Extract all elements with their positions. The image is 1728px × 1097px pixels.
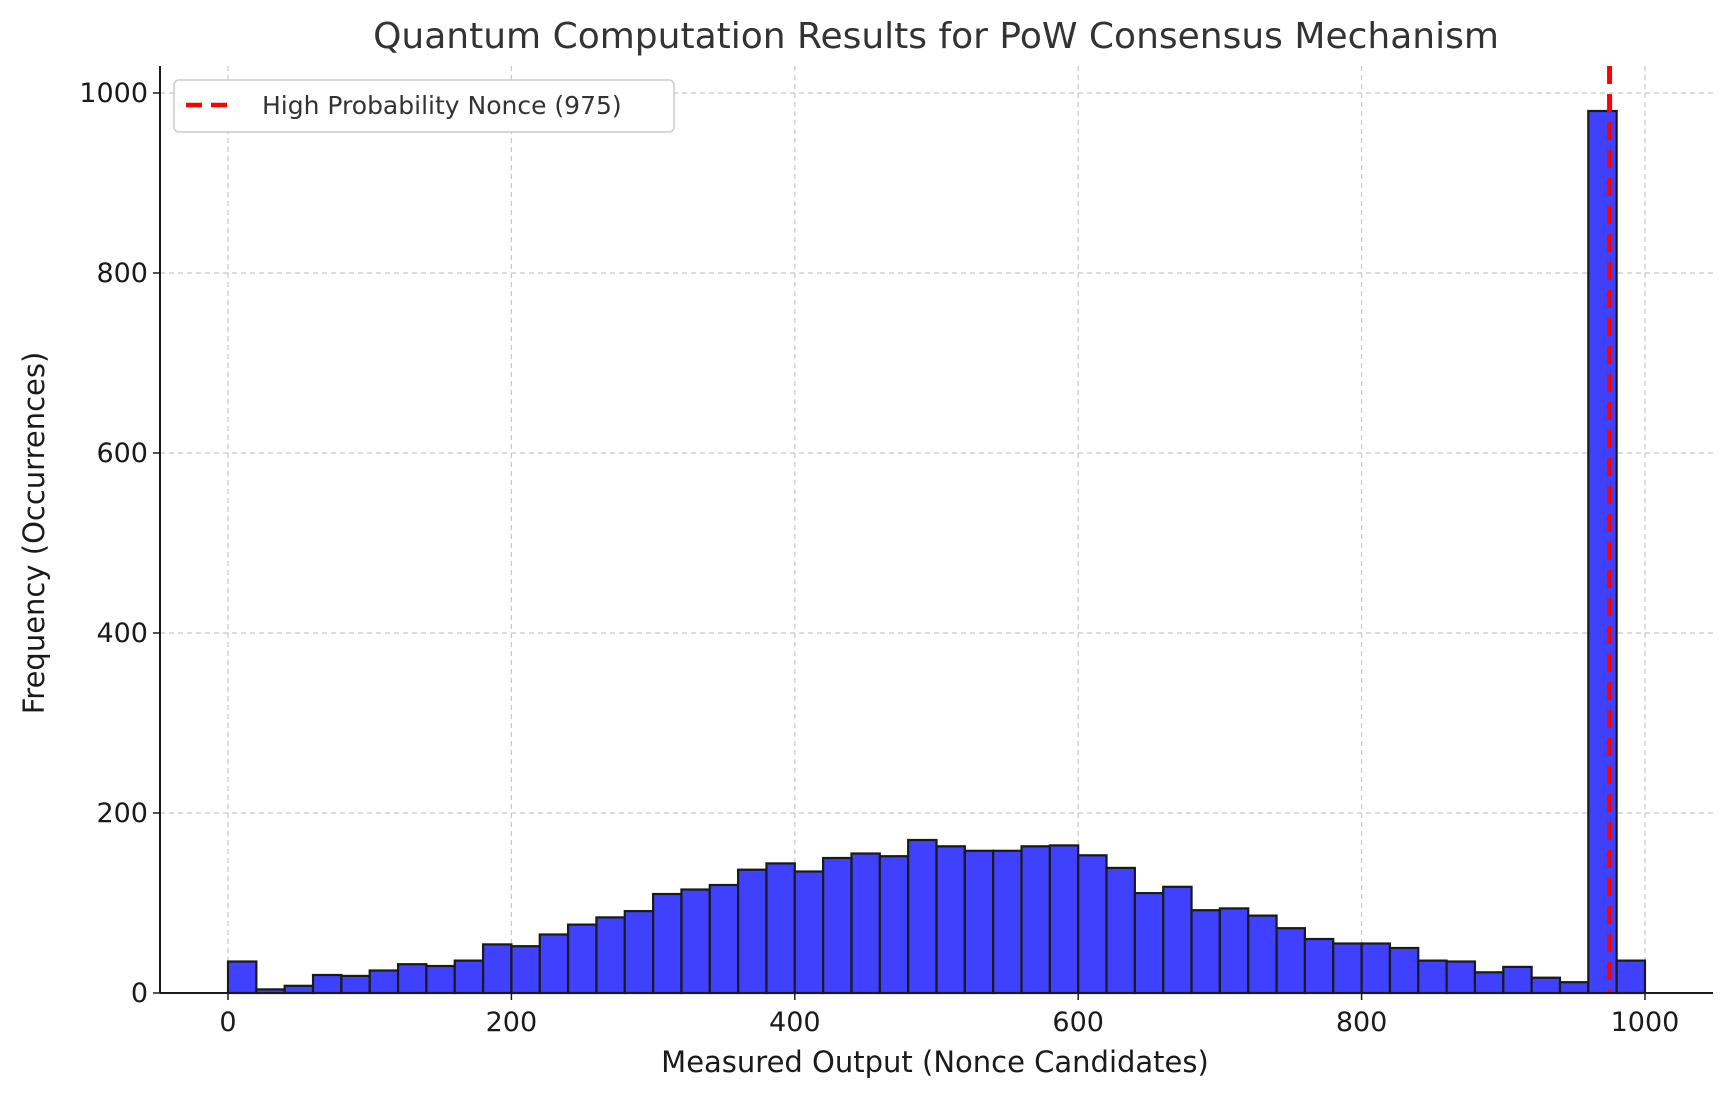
histogram-bar — [1162, 885, 1193, 995]
histogram-bar — [1218, 907, 1250, 995]
histogram-bar — [453, 959, 485, 995]
histogram-bar — [822, 856, 853, 995]
histogram-bar — [850, 852, 881, 995]
histogram-bar — [680, 888, 711, 995]
histogram-bar — [765, 862, 796, 995]
histogram-bar — [425, 964, 456, 995]
histogram-bar — [1388, 946, 1420, 995]
y-tick-label: 200 — [96, 798, 148, 829]
tick-labels: 0 200 400 600 800 1000 0 200 400 600 800 1000 — [79, 78, 1679, 1038]
x-tick-label: 1000 — [1611, 1007, 1680, 1038]
y-tick-label: 1000 — [79, 78, 148, 109]
histogram-bar — [595, 916, 626, 995]
x-tick-label: 0 — [219, 1007, 236, 1038]
histogram-bar — [1275, 927, 1307, 995]
legend-label: High Probability Nonce (975) — [262, 91, 622, 120]
legend-box — [173, 79, 675, 133]
histogram-bar — [1048, 844, 1080, 995]
legend: High Probability Nonce (975) — [173, 79, 675, 133]
histogram-bar — [907, 838, 938, 995]
histogram-bar — [1615, 959, 1647, 995]
chart-title: Quantum Computation Results for PoW Cons… — [373, 16, 1499, 57]
histogram-bar — [283, 984, 315, 995]
histogram-bar — [963, 849, 995, 995]
y-axis-label: Frequency (Occurrences) — [17, 352, 51, 715]
y-tick-label: 0 — [131, 978, 148, 1009]
histogram-bar — [623, 909, 655, 995]
y-tick-label: 400 — [96, 618, 148, 649]
histogram-bar — [1020, 845, 1051, 995]
x-tick-label: 800 — [1336, 1007, 1388, 1038]
histogram-bar — [1303, 937, 1335, 995]
histogram-bar — [396, 963, 428, 995]
axes — [153, 66, 1713, 1000]
histogram-bar — [311, 973, 343, 995]
histogram-bar — [1417, 959, 1448, 995]
histogram-bar — [1558, 981, 1590, 995]
histogram-bar — [538, 933, 570, 995]
histogram-bar — [652, 892, 683, 995]
x-axis-label: Measured Output (Nonce Candidates) — [661, 1045, 1209, 1079]
bars — [226, 109, 1647, 995]
histogram-bar — [226, 960, 258, 995]
histogram-bar — [1247, 914, 1278, 995]
y-tick-label: 800 — [96, 258, 148, 289]
histogram-bar — [1077, 854, 1108, 995]
histogram-bar — [1360, 942, 1392, 995]
histogram-bar — [1530, 976, 1562, 995]
histogram-bar — [935, 845, 966, 995]
histogram-bar — [340, 974, 371, 995]
x-tick-label: 600 — [1052, 1007, 1104, 1038]
histogram-bar — [368, 969, 400, 995]
histogram-bar — [510, 945, 541, 995]
x-tick-label: 200 — [486, 1007, 538, 1038]
histogram-bar — [1190, 909, 1221, 995]
histogram-bar — [793, 870, 825, 995]
histogram-bar — [737, 868, 768, 995]
histogram-bar — [1502, 965, 1533, 995]
histogram-bar — [1332, 942, 1363, 995]
histogram-bar — [1473, 971, 1505, 995]
histogram-bar — [1587, 109, 1618, 995]
histogram-bar — [566, 923, 598, 995]
histogram-bar — [878, 855, 910, 995]
histogram-bar — [1133, 891, 1165, 995]
histogram-bar — [1105, 866, 1136, 995]
histogram-bar — [1445, 960, 1477, 995]
histogram-bar — [481, 943, 513, 995]
histogram-bar — [708, 883, 740, 995]
histogram-bar — [992, 849, 1023, 995]
y-tick-label: 600 — [96, 438, 148, 469]
x-tick-label: 400 — [769, 1007, 821, 1038]
